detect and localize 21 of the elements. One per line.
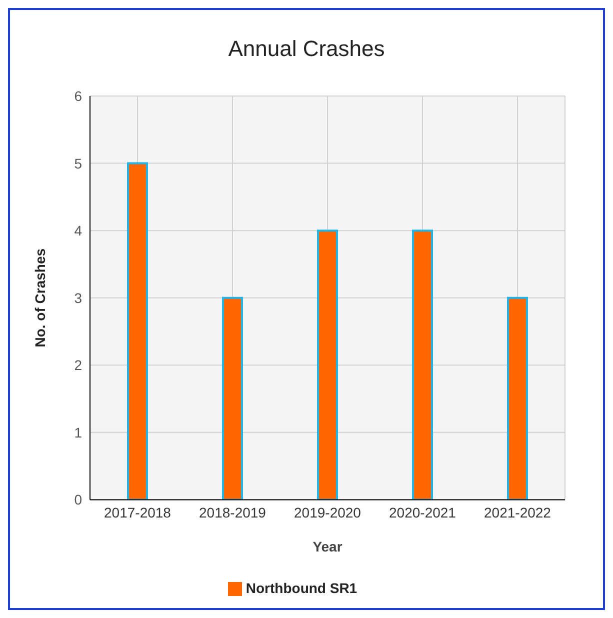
y-axis-title: No. of Crashes — [32, 248, 48, 348]
y-tick-label: 5 — [74, 155, 82, 172]
y-tick-label: 6 — [74, 88, 82, 104]
x-axis-title: Year — [312, 538, 343, 555]
x-tick-label: 2019-2020 — [294, 504, 362, 521]
bar — [127, 162, 148, 500]
x-tick-label: 2020-2021 — [389, 504, 456, 521]
bar — [507, 296, 528, 500]
y-tick-label: 0 — [74, 492, 82, 508]
legend-label: Northbound SR1 — [246, 580, 358, 596]
bar — [412, 230, 433, 500]
chart-title: Annual Crashes — [227, 36, 386, 63]
x-tick-label: 2021-2022 — [484, 504, 552, 521]
y-tick-label: 3 — [74, 290, 82, 306]
x-tick-label: 2018-2019 — [199, 504, 266, 521]
y-tick-label: 2 — [74, 357, 82, 374]
bar — [317, 230, 338, 500]
bar — [222, 296, 243, 500]
x-tick-label: 2017-2018 — [104, 504, 172, 521]
y-tick-label: 1 — [74, 424, 82, 440]
y-tick-label: 4 — [74, 222, 82, 239]
